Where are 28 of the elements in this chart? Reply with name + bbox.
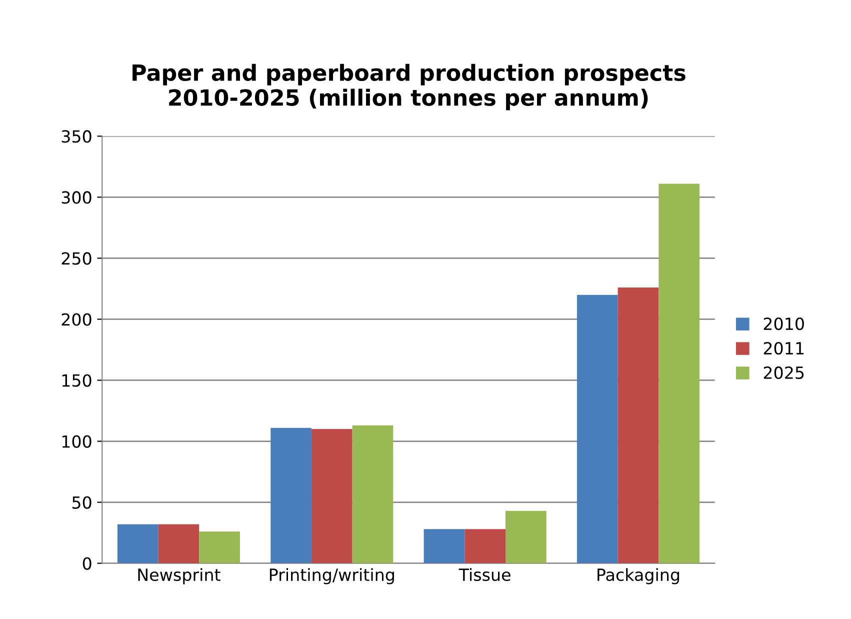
bar [158,524,200,564]
y-tick-label: 200 [62,313,92,326]
bar [505,510,546,564]
bar [311,429,352,564]
bar [658,184,700,564]
y-tick-label: 300 [62,191,92,204]
y-tick-label: 0 [82,557,92,570]
bar [576,294,618,564]
y-tick-label: 50 [72,496,92,509]
legend-label: 2011 [764,342,804,355]
bar [199,532,240,564]
bar [424,529,465,564]
legend-label: 2025 [764,366,804,380]
y-tick-label: 250 [62,252,92,265]
y-tick-label: 150 [62,374,92,387]
legend-label: 2010 [764,318,804,330]
chart-title: Paper and paperboard production prospects 2010-2025 (million tonnes per annum) [132,64,686,110]
bar [464,529,506,564]
x-tick-label: Packaging [598,568,680,584]
bar [352,425,394,564]
bar [618,288,659,564]
x-tick-label: Newsprint [138,568,220,584]
y-tick-label: 100 [62,435,92,448]
bar [117,524,158,564]
x-tick-label: Printing/writing [270,568,394,584]
x-tick-label: Tissue [458,568,510,582]
y-tick-label: 350 [62,130,92,143]
bar [270,428,312,564]
